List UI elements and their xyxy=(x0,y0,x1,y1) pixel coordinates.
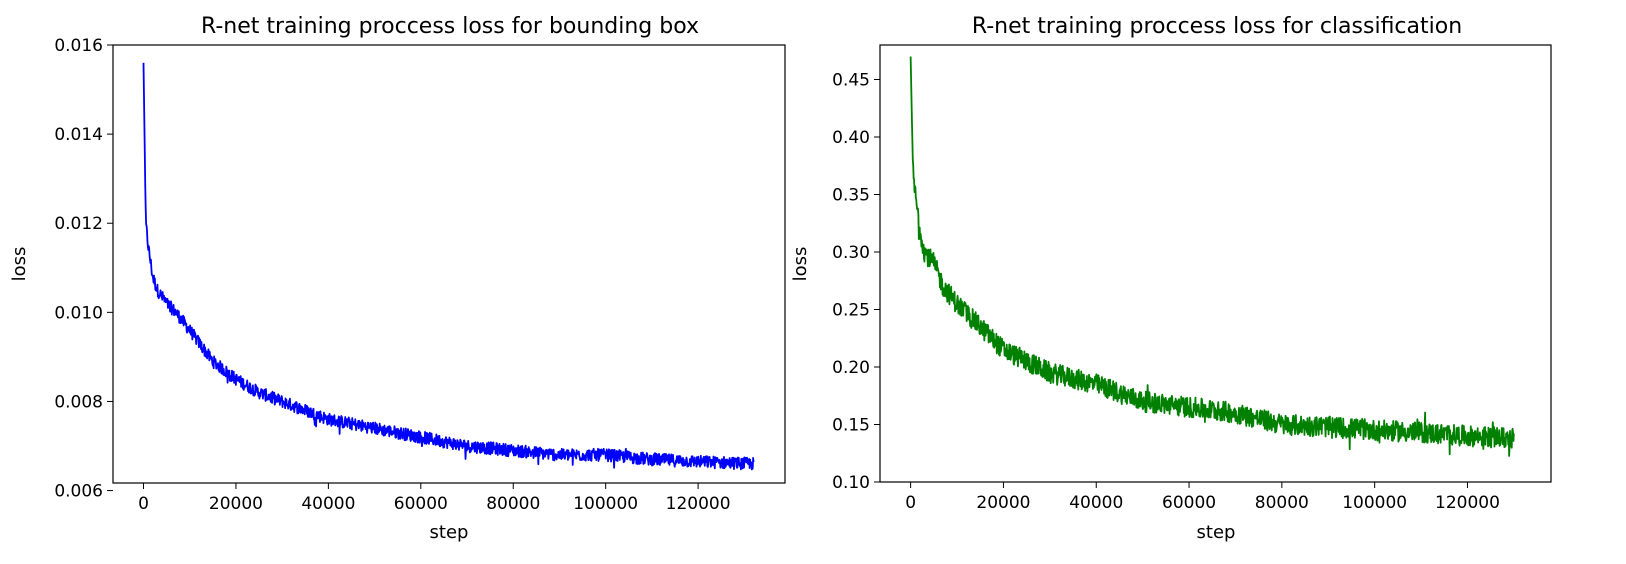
y-tick-label: 0.008 xyxy=(54,392,103,412)
chart-classification-loss: R-net training proccess loss for classif… xyxy=(790,14,1552,543)
plot-area xyxy=(879,44,1552,483)
y-tick-label: 0.012 xyxy=(54,214,103,234)
y-tick-label: 0.20 xyxy=(832,358,870,378)
y-tick-label: 0.40 xyxy=(832,128,870,148)
y-tick-label: 0.006 xyxy=(54,482,103,502)
x-tick-label: 120000 xyxy=(666,494,731,514)
y-axis-label: loss xyxy=(790,247,811,282)
x-axis-label: step xyxy=(1197,522,1236,543)
x-axis: 0 20000 40000 60000 80000 100000 120000 xyxy=(905,482,1500,513)
x-axis: 0 20000 40000 60000 80000 100000 120000 xyxy=(138,483,731,514)
x-tick-label: 40000 xyxy=(1069,493,1123,513)
x-tick-label: 100000 xyxy=(573,494,638,514)
x-tick-label: 0 xyxy=(905,493,916,513)
y-axis: 0.10 0.15 0.20 0.25 0.30 0.35 0.40 0.45 xyxy=(832,71,880,493)
x-tick-label: 120000 xyxy=(1435,493,1500,513)
y-tick-label: 0.014 xyxy=(54,125,103,145)
x-tick-label: 60000 xyxy=(1162,493,1216,513)
series-layer xyxy=(909,56,1515,457)
series-layer xyxy=(142,62,755,471)
y-tick-label: 0.016 xyxy=(54,36,103,56)
plot-area xyxy=(112,44,786,484)
y-tick-label: 0.25 xyxy=(832,301,870,321)
y-tick-label: 0.010 xyxy=(54,303,103,323)
x-tick-label: 60000 xyxy=(394,494,448,514)
y-axis: 0.006 0.008 0.010 0.012 0.014 0.016 xyxy=(54,36,113,502)
y-tick-label: 0.45 xyxy=(832,71,870,91)
x-axis-label: step xyxy=(430,522,469,543)
x-tick-label: 20000 xyxy=(209,494,263,514)
x-tick-label: 0 xyxy=(138,494,149,514)
x-tick-label: 100000 xyxy=(1342,493,1407,513)
series-line xyxy=(142,62,755,471)
x-tick-label: 80000 xyxy=(1255,493,1309,513)
x-tick-label: 80000 xyxy=(486,494,540,514)
y-tick-label: 0.10 xyxy=(832,473,870,493)
series-line xyxy=(909,56,1515,457)
y-tick-label: 0.35 xyxy=(832,186,870,206)
chart-title: R-net training proccess loss for boundin… xyxy=(201,14,699,39)
x-tick-label: 20000 xyxy=(976,493,1030,513)
x-tick-label: 40000 xyxy=(301,494,355,514)
y-tick-label: 0.30 xyxy=(832,243,870,263)
y-axis-label: loss xyxy=(9,247,30,282)
chart-title: R-net training proccess loss for classif… xyxy=(972,14,1462,39)
y-tick-label: 0.15 xyxy=(832,416,870,436)
chart-bounding-box-loss: R-net training proccess loss for boundin… xyxy=(9,14,786,543)
